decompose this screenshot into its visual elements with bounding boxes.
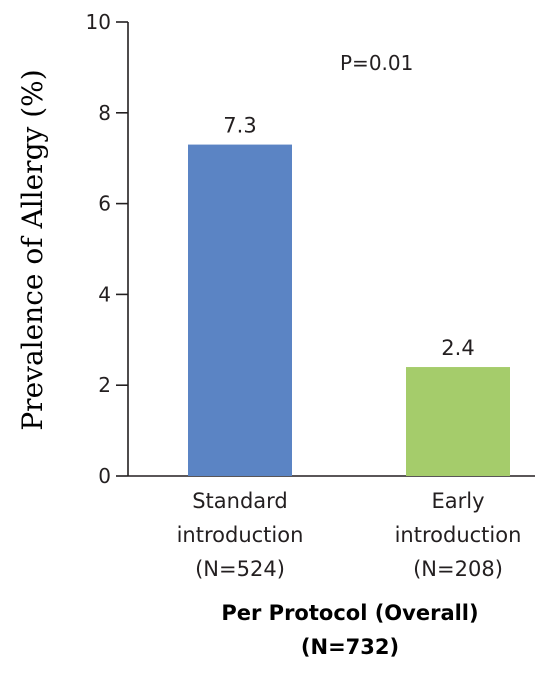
y-tick-label: 6 bbox=[98, 192, 111, 216]
category-labels: Standard introduction (N=524) Early introduc… bbox=[177, 489, 522, 581]
data-labels: 7.3 2.4 bbox=[223, 114, 474, 360]
y-tick-label: 4 bbox=[98, 282, 111, 306]
category-label-2-line-3: (N=208) bbox=[413, 557, 503, 581]
category-label-1-line-3: (N=524) bbox=[195, 557, 285, 581]
x-axis-title-line-2: (N=732) bbox=[301, 635, 399, 659]
data-label-2: 2.4 bbox=[441, 336, 474, 360]
y-tick-label: 2 bbox=[98, 373, 111, 397]
category-label-1-line-2: introduction bbox=[177, 523, 304, 547]
bar-2 bbox=[406, 367, 510, 476]
category-label-2-line-1: Early bbox=[431, 489, 484, 513]
y-tick-label: 10 bbox=[86, 10, 111, 34]
y-tick-label: 0 bbox=[98, 464, 111, 488]
data-label-1: 7.3 bbox=[223, 114, 256, 138]
y-tick-label: 8 bbox=[98, 101, 111, 125]
category-label-1-line-1: Standard bbox=[192, 489, 288, 513]
bar-1 bbox=[188, 144, 292, 476]
p-value-annotation: P=0.01 bbox=[340, 51, 413, 75]
category-label-2-line-2: introduction bbox=[395, 523, 522, 547]
y-axis-label: Prevalence of Allergy (%) bbox=[16, 69, 49, 430]
x-axis-title-line-1: Per Protocol (Overall) bbox=[221, 601, 478, 625]
y-axis-ticks: 0 2 4 6 8 10 bbox=[86, 10, 128, 488]
bars bbox=[188, 144, 510, 476]
